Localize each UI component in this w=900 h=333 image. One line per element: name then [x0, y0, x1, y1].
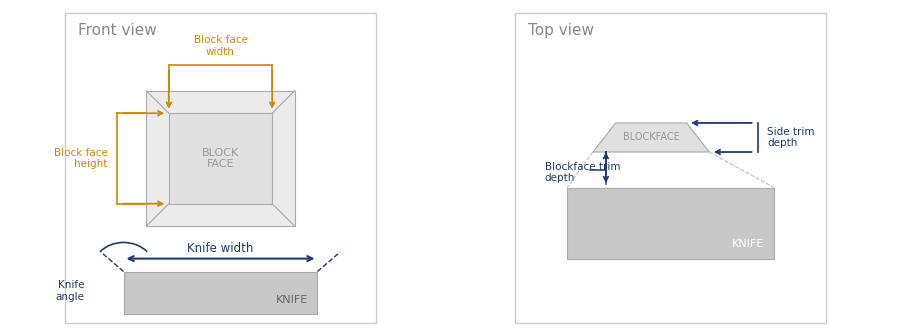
Polygon shape: [593, 123, 709, 152]
Text: Side trim
depth: Side trim depth: [768, 127, 814, 148]
Text: Block face
width: Block face width: [194, 35, 248, 57]
Bar: [169, 113, 272, 204]
Bar: [567, 187, 774, 259]
Text: KNIFE: KNIFE: [732, 239, 764, 249]
Text: Knife width: Knife width: [187, 242, 254, 255]
Text: BLOCKFACE: BLOCKFACE: [623, 133, 680, 143]
Text: Knife
angle: Knife angle: [56, 280, 85, 302]
Bar: [146, 91, 295, 226]
Bar: [123, 271, 318, 314]
Text: Front view: Front view: [78, 23, 158, 38]
Text: KNIFE: KNIFE: [275, 295, 308, 305]
Text: BLOCK
FACE: BLOCK FACE: [202, 148, 239, 169]
Text: Blockface trim
depth: Blockface trim depth: [544, 162, 620, 183]
Text: Block face
height: Block face height: [54, 148, 107, 169]
Text: Top view: Top view: [528, 23, 594, 38]
